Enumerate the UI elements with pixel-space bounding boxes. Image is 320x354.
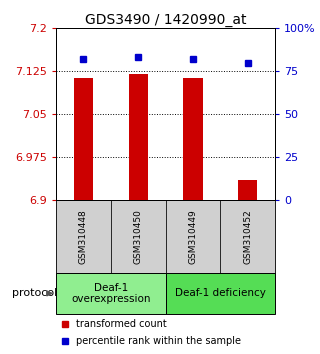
Text: Deaf-1
overexpression: Deaf-1 overexpression bbox=[71, 282, 150, 304]
Bar bbox=[238, 179, 257, 200]
Bar bbox=[74, 78, 93, 200]
Bar bbox=[166, 273, 275, 314]
Bar bbox=[56, 200, 111, 273]
Bar bbox=[56, 273, 166, 314]
Text: protocol: protocol bbox=[12, 289, 57, 298]
Text: GSM310452: GSM310452 bbox=[243, 209, 252, 264]
Bar bbox=[129, 74, 148, 200]
Text: percentile rank within the sample: percentile rank within the sample bbox=[76, 336, 241, 346]
Bar bbox=[111, 200, 166, 273]
Bar bbox=[166, 200, 220, 273]
Title: GDS3490 / 1420990_at: GDS3490 / 1420990_at bbox=[85, 13, 246, 27]
Text: transformed count: transformed count bbox=[76, 319, 166, 329]
Text: GSM310449: GSM310449 bbox=[188, 209, 197, 264]
Text: Deaf-1 deficiency: Deaf-1 deficiency bbox=[175, 289, 266, 298]
Text: GSM310448: GSM310448 bbox=[79, 209, 88, 264]
Bar bbox=[220, 200, 275, 273]
Bar bbox=[183, 78, 203, 200]
Text: GSM310450: GSM310450 bbox=[134, 209, 143, 264]
